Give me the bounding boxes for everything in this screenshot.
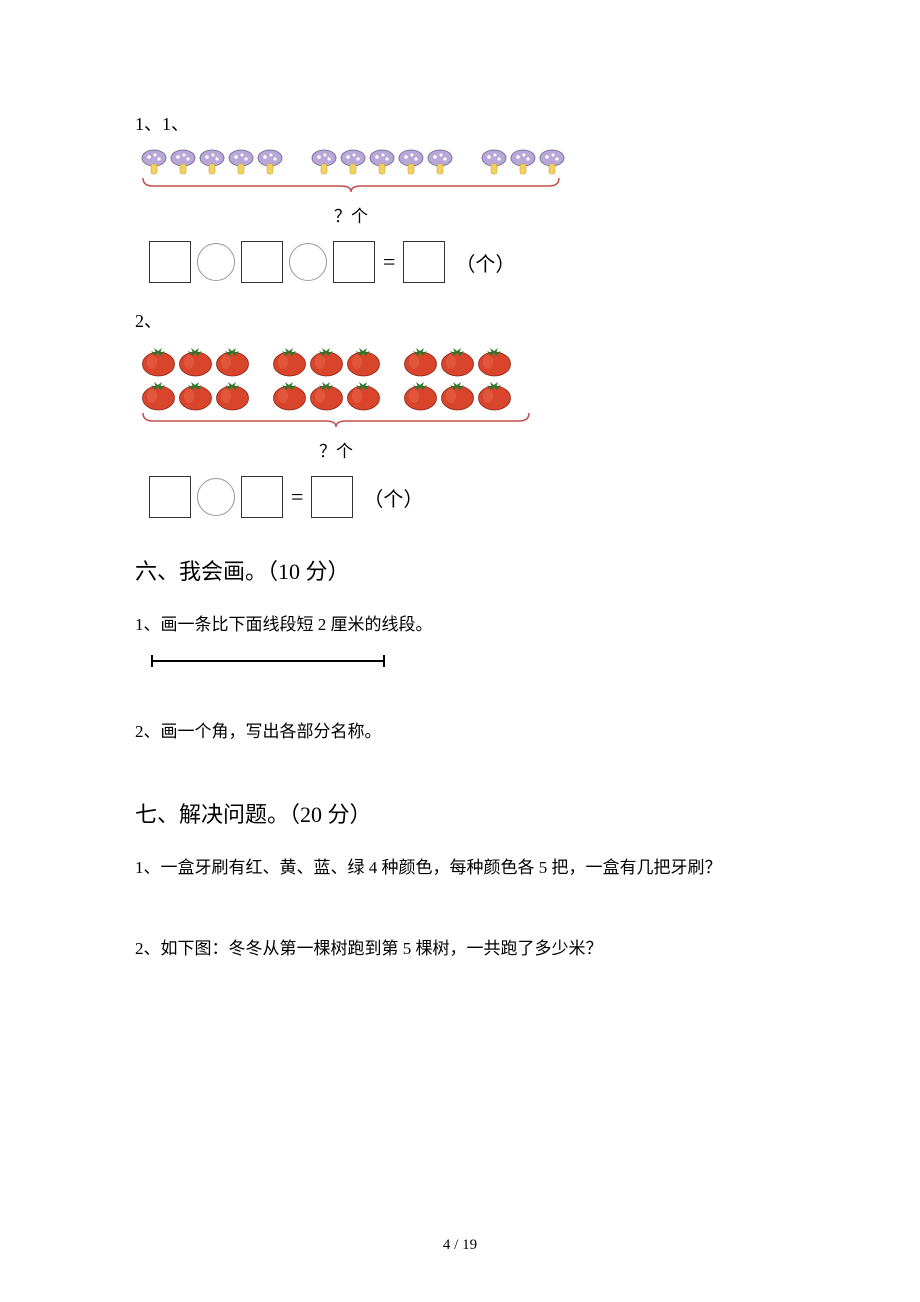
mushroom-icon (539, 148, 565, 176)
tomato-icon (309, 379, 344, 411)
equals-sign: = (291, 484, 303, 510)
tomato-icon (477, 379, 512, 411)
mushroom-icon (311, 148, 337, 176)
tomato-icon (403, 345, 438, 377)
q1-question-mark: ？个 (141, 202, 561, 227)
tomato-icon (477, 345, 512, 377)
mushroom-icon (398, 148, 424, 176)
answer-box[interactable] (333, 241, 375, 283)
section7-sub1: 1、一盒牙刷有红、黄、蓝、绿 4 种颜色，每种颜色各 5 把，一盒有几把牙刷？ (135, 853, 790, 884)
tomato-icon (215, 345, 250, 377)
answer-box[interactable] (403, 241, 445, 283)
q2-question-mark: ？个 (141, 437, 531, 462)
section6-sub1: 1、画一条比下面线段短 2 厘米的线段。 (135, 610, 790, 641)
tomato-icon (178, 345, 213, 377)
tomato-group (403, 345, 512, 411)
tomato-icon (309, 345, 344, 377)
tomato-icon (141, 345, 176, 377)
q2-tomato-row (135, 345, 790, 429)
mushroom-icon (141, 148, 167, 176)
q1-label: 1、1、 (135, 110, 790, 136)
q2-brace (141, 411, 531, 429)
answer-box[interactable] (311, 476, 353, 518)
section6-title: 六、我会画。（10 分） (135, 554, 790, 586)
tomato-icon (272, 345, 307, 377)
tomato-icon (178, 379, 213, 411)
mushroom-icon (170, 148, 196, 176)
mushroom-group (481, 148, 565, 176)
q2-label: 2、 (135, 307, 790, 333)
tomato-icon (440, 345, 475, 377)
segment-line (153, 660, 383, 662)
tomato-icon (346, 379, 381, 411)
tomato-icon (215, 379, 250, 411)
line-segment (151, 655, 790, 667)
segment-end-right (383, 655, 385, 667)
mushroom-group (311, 148, 453, 176)
operator-circle[interactable] (197, 243, 235, 281)
answer-box[interactable] (241, 476, 283, 518)
tomato-group (141, 345, 250, 411)
tomato-icon (141, 379, 176, 411)
mushroom-icon (199, 148, 225, 176)
answer-box[interactable] (149, 241, 191, 283)
operator-circle[interactable] (197, 478, 235, 516)
mushroom-icon (510, 148, 536, 176)
mushroom-icon (228, 148, 254, 176)
mushroom-group (141, 148, 283, 176)
tomato-icon (440, 379, 475, 411)
tomato-icon (272, 379, 307, 411)
mushroom-icon (369, 148, 395, 176)
section7-title: 七、解决问题。（20 分） (135, 797, 790, 829)
section7-sub2: 2、如下图：冬冬从第一棵树跑到第 5 棵树，一共跑了多少米？ (135, 934, 790, 965)
mushroom-icon (481, 148, 507, 176)
mushroom-icon (257, 148, 283, 176)
q2-unit: （个） (363, 483, 423, 512)
tomato-icon (346, 345, 381, 377)
q2-equation: = （个） (149, 476, 790, 518)
tomato-group (272, 345, 381, 411)
q1-unit: （个） (455, 248, 515, 277)
answer-box[interactable] (149, 476, 191, 518)
q1-brace (141, 176, 561, 194)
q1-mushroom-row (135, 148, 790, 194)
mushroom-icon (427, 148, 453, 176)
operator-circle[interactable] (289, 243, 327, 281)
section6-sub2: 2、画一个角，写出各部分名称。 (135, 717, 790, 748)
equals-sign: = (383, 249, 395, 275)
answer-box[interactable] (241, 241, 283, 283)
mushroom-icon (340, 148, 366, 176)
page-number: 4 / 19 (0, 1237, 920, 1254)
q1-equation: = （个） (149, 241, 790, 283)
tomato-icon (403, 379, 438, 411)
